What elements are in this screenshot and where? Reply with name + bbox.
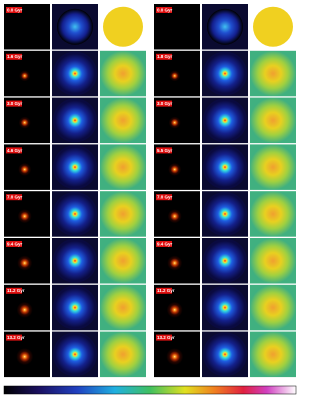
density-map [203,332,247,377]
time-label: 7.0 Gyr [7,195,23,200]
stellar-blob [162,110,187,135]
density-map [53,332,97,377]
density-map [203,145,247,190]
time-label-box [156,241,172,247]
temperature-panel [250,284,296,331]
time-label-box [6,147,22,154]
time-label-box [156,194,172,201]
colorbar [3,385,297,395]
time-label-box [6,241,22,247]
figure: 0.0 Gyr 1.6 Gyr 3.0 Gyr 4.6 Gyr 7.0 Gyr 9.4 G… [3,4,297,395]
stellar-blob [8,293,41,326]
time-label-box [6,194,22,201]
stellar-blob [12,110,37,135]
time-label: 0.0 Gyr [7,7,23,12]
time-label-box [156,334,172,341]
density-map [203,191,247,236]
stellar-blob [10,202,39,231]
time-label-box [6,7,22,13]
stellar-blob [13,64,36,87]
density-map [57,8,93,45]
stellar-blob [161,156,188,183]
time-label-box [6,53,22,60]
density-map [53,238,97,283]
time-label-box [156,147,172,154]
time-label: 7.0 Gyr [157,195,173,200]
temperature-panel [250,238,296,284]
time-label-box [6,287,22,294]
stellar-blob [160,202,189,231]
temperature-panel [100,144,146,190]
time-label: 3.0 Gyr [7,101,23,106]
time-label: 13.2 Gyr [157,335,175,340]
time-label: 9.4 Gyr [157,241,173,246]
time-label: 4.6 Gyr [7,148,23,153]
density-map [53,51,97,96]
time-label-box [6,100,22,107]
stellar-blob [159,248,190,279]
temperature-map [103,6,143,47]
stellar-blob [163,64,186,87]
time-label-box [6,334,22,341]
temperature-panel [100,284,146,331]
density-map [53,145,97,190]
time-label-box [156,7,172,13]
density-map [203,238,247,283]
stellar-blob [11,156,38,183]
time-label: 3.0 Gyr [157,101,173,106]
density-map [203,285,247,330]
temperature-panel [250,331,296,378]
time-label: 9.4 Gyr [7,241,23,246]
stellar-blob [158,293,191,326]
temperature-panel [250,50,296,97]
temperature-panel [100,331,146,378]
stellar-blob [7,339,42,374]
time-label-box [156,100,172,107]
density-map [53,191,97,236]
time-label: 13.2 Gyr [7,335,25,340]
density-map [203,98,247,143]
temperature-panel [100,191,146,237]
time-label: 0.0 Gyr [157,7,173,12]
temperature-panel [250,97,296,144]
time-label-box [156,287,172,294]
temperature-panel [100,238,146,284]
time-label: 1.6 Gyr [7,54,23,59]
density-map [207,8,243,45]
time-label-box [156,53,172,60]
stellar-blob [157,339,192,374]
temperature-panel [100,97,146,144]
time-label: 11.2 Gyr [7,288,25,293]
time-label: 1.8 Gyr [157,54,173,59]
temperature-panel [250,144,296,190]
temperature-panel [100,50,146,97]
density-map [203,51,247,96]
temperature-map [253,6,293,47]
density-map [53,285,97,330]
density-map [53,98,97,143]
stellar-blob [9,248,40,279]
time-label: 5.5 Gyr [157,148,173,153]
temperature-panel [250,191,296,237]
time-label: 11.2 Gyr [157,288,175,293]
